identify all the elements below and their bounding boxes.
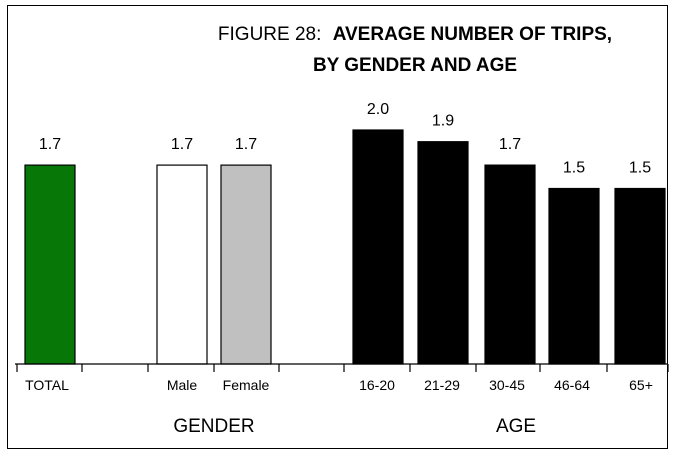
value-label-female: 1.7 <box>235 136 257 153</box>
tick-label-total: TOTAL <box>25 377 69 393</box>
group-label-gender: GENDER <box>173 416 254 437</box>
bars-layer <box>24 129 666 365</box>
labels-layer: 1.7 1.7 1.7 2.0 1.9 1.7 1.5 1.5 <box>39 101 651 177</box>
bar-30-45 <box>484 164 536 365</box>
value-label-total: 1.7 <box>39 136 61 153</box>
value-label-65: 1.5 <box>629 160 651 177</box>
tick-label-female: Female <box>223 377 270 393</box>
bar-female <box>220 164 272 365</box>
chart-title-line1: FIGURE 28: AVERAGE NUMBER OF TRIPS, <box>218 24 612 45</box>
bar-21-29 <box>417 141 469 365</box>
value-label-21-29: 1.9 <box>432 113 454 130</box>
bar-65 <box>614 187 666 365</box>
group-label-age: AGE <box>496 416 536 437</box>
tick-label-16-20: 16-20 <box>359 377 395 393</box>
tick-label-46-64: 46-64 <box>554 377 590 393</box>
chart-title-prefix: FIGURE 28: <box>218 24 321 45</box>
value-label-30-45: 1.7 <box>499 136 521 153</box>
tick-label-21-29: 21-29 <box>424 377 460 393</box>
value-label-male: 1.7 <box>171 136 193 153</box>
bar-16-20 <box>352 129 404 365</box>
x-axis-ticks: TOTAL Male Female 16-20 21-29 30-45 46-64 65+ <box>16 364 669 393</box>
tick-label-65: 65+ <box>629 377 653 393</box>
value-label-16-20: 2.0 <box>367 101 389 118</box>
bar-total <box>24 164 76 365</box>
bar-46-64 <box>548 187 600 365</box>
value-label-46-64: 1.5 <box>563 160 585 177</box>
chart-title-line2: BY GENDER AND AGE <box>313 55 517 76</box>
tick-label-30-45: 30-45 <box>489 377 525 393</box>
chart-title-main: AVERAGE NUMBER OF TRIPS, <box>333 24 612 45</box>
tick-label-male: Male <box>167 377 198 393</box>
bar-male <box>156 164 208 365</box>
